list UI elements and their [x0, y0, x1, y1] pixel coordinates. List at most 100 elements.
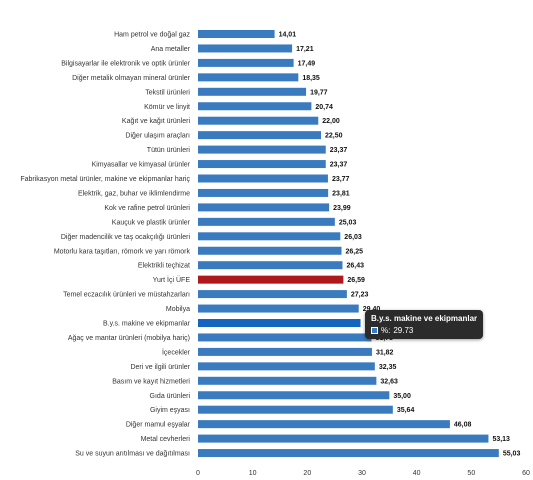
value-label: 31,82: [376, 349, 394, 356]
bar[interactable]: [198, 405, 393, 414]
value-label: 32,63: [380, 378, 398, 385]
category-label: Metal cevherleri: [141, 436, 191, 443]
value-label: 26,25: [346, 248, 364, 255]
bar[interactable]: [198, 160, 326, 169]
x-tick-label: 20: [303, 470, 311, 477]
bar[interactable]: [198, 319, 361, 327]
x-tick-label: 50: [467, 470, 475, 477]
bar[interactable]: [198, 290, 347, 299]
value-label: 26,43: [346, 263, 364, 270]
tooltip-value: 29.73: [393, 326, 414, 335]
bar[interactable]: [198, 58, 294, 67]
value-label: 22,00: [322, 118, 340, 125]
bar[interactable]: [198, 347, 372, 356]
category-label: Diğer ulaşım araçları: [125, 133, 190, 140]
bar[interactable]: [198, 217, 335, 226]
category-label: Kağıt ve kağıt ürünleri: [122, 118, 191, 125]
value-label: 20,74: [315, 104, 333, 111]
bar[interactable]: [198, 434, 489, 443]
category-label: İçecekler: [162, 347, 191, 356]
category-label: Tütün ürünleri: [147, 147, 191, 154]
category-label: Mobilya: [166, 306, 190, 313]
x-tick-label: 60: [522, 470, 530, 477]
value-label: 26,03: [344, 234, 362, 241]
value-label: 14,01: [279, 32, 297, 39]
category-label: Fabrikasyon metal ürünler, makine ve eki…: [20, 176, 190, 183]
category-label: Elektrikli teçhizat: [138, 263, 190, 270]
value-label: 23,37: [330, 147, 348, 154]
category-label: Ham petrol ve doğal gaz: [114, 32, 190, 39]
value-label: 46,08: [454, 422, 472, 429]
value-label: 25,03: [339, 219, 357, 226]
chart-tooltip: B.y.s. makine ve ekipmanlar %: 29.73: [365, 310, 484, 339]
value-label: 53,13: [492, 436, 510, 443]
value-label: 19,77: [310, 89, 328, 96]
bar[interactable]: [198, 275, 344, 284]
value-label: 27,23: [351, 292, 369, 299]
bar[interactable]: [198, 44, 293, 53]
category-label: Giyim eşyası: [150, 407, 190, 414]
bar[interactable]: [198, 420, 450, 429]
bar[interactable]: [198, 232, 341, 241]
bar[interactable]: [198, 145, 326, 154]
category-label: Motorlu kara taşıtları, römork ve yarı r…: [54, 248, 191, 255]
bar[interactable]: [198, 73, 299, 82]
category-label: Ana metaller: [151, 46, 191, 53]
category-label: Elektrik, gaz, buhar ve iklimlendirme: [78, 190, 190, 197]
tooltip-title: B.y.s. makine ve ekipmanlar: [371, 314, 478, 323]
category-label: Bilgisayarlar ile elektronik ve optik ür…: [61, 60, 190, 67]
category-label: Basım ve kayıt hizmetleri: [112, 378, 190, 385]
x-tick-label: 0: [196, 470, 200, 477]
bar[interactable]: [198, 333, 372, 342]
bar[interactable]: [198, 87, 307, 96]
tooltip-swatch: [371, 327, 378, 334]
value-label: 35,64: [397, 407, 415, 414]
tooltip-series-prefix: %:: [381, 326, 391, 335]
bar[interactable]: [198, 391, 390, 400]
category-label: B.y.s. makine ve ekipmanlar: [103, 321, 191, 328]
category-label: Su ve suyun arıtılması ve dağıtılması: [75, 451, 190, 458]
bar[interactable]: [198, 203, 330, 212]
bar[interactable]: [198, 246, 342, 255]
bar[interactable]: [198, 102, 312, 111]
value-label: 22,50: [325, 133, 343, 140]
bar[interactable]: [198, 188, 329, 197]
category-label: Diğer madencilik ve taş ocakçılığı ürünl…: [61, 234, 191, 241]
category-label: Tekstil ürünleri: [145, 89, 190, 96]
category-label: Kimyasallar ve kimyasal ürünler: [92, 162, 191, 169]
bar[interactable]: [198, 261, 343, 270]
x-tick-label: 40: [413, 470, 421, 477]
x-tick-label: 10: [249, 470, 257, 477]
bar[interactable]: [198, 116, 319, 125]
category-label: Diğer mamul eşyalar: [126, 422, 191, 429]
value-label: 23,99: [333, 205, 351, 212]
value-label: 32,35: [379, 364, 397, 371]
value-label: 55,03: [503, 451, 521, 458]
x-tick-label: 30: [358, 470, 366, 477]
bar[interactable]: [198, 30, 275, 38]
value-label: 23,37: [330, 162, 348, 169]
bar[interactable]: [198, 304, 359, 313]
bar[interactable]: [198, 174, 328, 183]
value-label: 23,81: [332, 190, 350, 197]
value-label: 29,40: [363, 306, 381, 313]
value-label: 18,35: [302, 75, 320, 82]
category-label: Ağaç ve mantar ürünleri (mobilya hariç): [68, 335, 190, 342]
category-label: Diğer metalik olmayan mineral ürünler: [72, 75, 191, 82]
category-label: Gıda ürünleri: [150, 393, 191, 400]
category-label: Deri ve ilgili ürünler: [130, 364, 190, 371]
category-label: Kok ve rafine petrol ürünleri: [104, 205, 190, 212]
category-label: Yurt İçi ÜFE: [153, 275, 191, 284]
category-label: Kauçuk ve plastik ürünler: [112, 219, 191, 226]
bar[interactable]: [198, 376, 377, 385]
category-label: Kömür ve linyit: [144, 104, 190, 111]
bar[interactable]: [198, 362, 375, 371]
value-label: 17,21: [296, 46, 314, 53]
value-label: 35,00: [393, 393, 411, 400]
value-label: 23,77: [332, 176, 350, 183]
bar[interactable]: [198, 449, 499, 458]
value-label: 26,59: [347, 277, 365, 284]
bar[interactable]: [198, 131, 321, 140]
value-label: 17,49: [298, 60, 316, 67]
